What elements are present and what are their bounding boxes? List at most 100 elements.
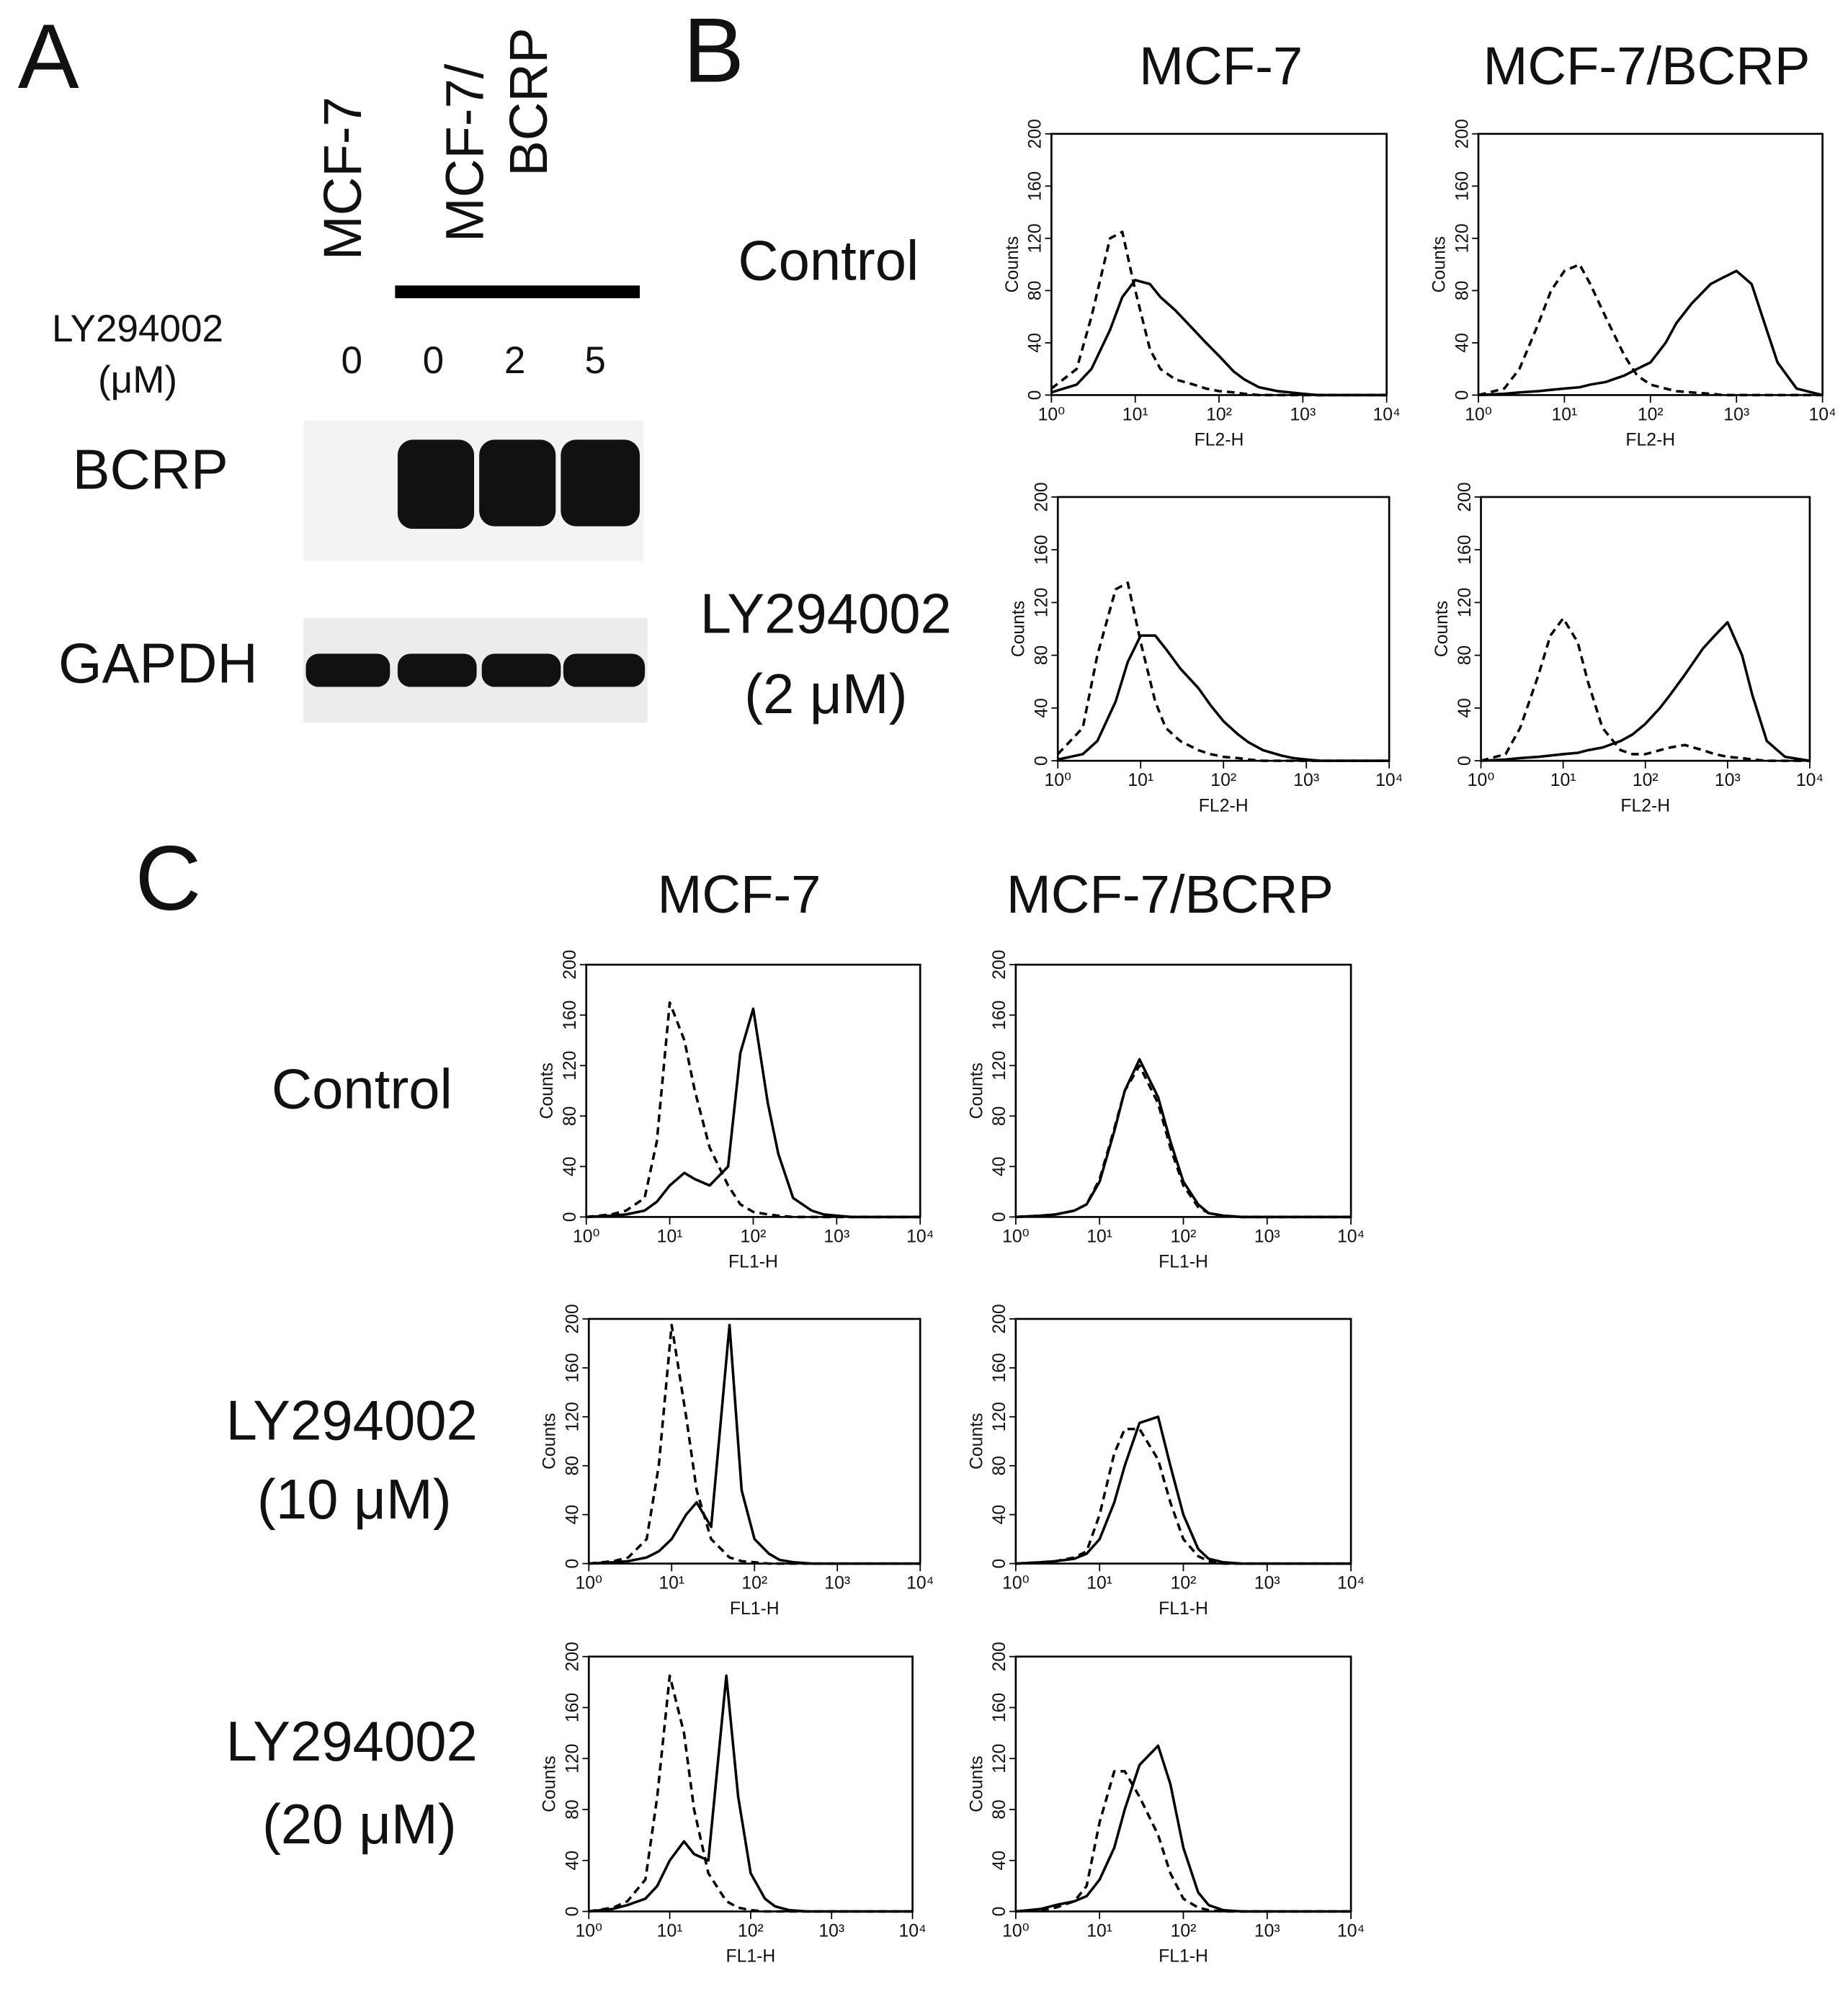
y-tick-label: 120 xyxy=(990,1402,1009,1431)
histogram-line xyxy=(589,1674,913,1913)
dose: 0 xyxy=(423,339,445,382)
y-tick-label: 80 xyxy=(561,1106,580,1127)
y-tick-label: 160 xyxy=(563,1693,583,1722)
y-tick-label: 120 xyxy=(563,1744,583,1773)
y-axis-label: Counts xyxy=(540,1755,560,1812)
dose: 0 xyxy=(341,339,362,382)
y-tick-label: 200 xyxy=(990,950,1009,980)
histogram-line xyxy=(1015,1057,1352,1219)
row-label: Control xyxy=(738,231,919,292)
y-tick-label: 160 xyxy=(561,1001,580,1030)
column-title: MCF-7/BCRP xyxy=(1006,864,1334,924)
y-tick-label: 0 xyxy=(563,1907,583,1917)
y-axis-label: Counts xyxy=(967,1755,986,1812)
x-tick-label: 10⁰ xyxy=(573,1227,600,1246)
y-tick-label: 40 xyxy=(563,1851,583,1871)
y-tick-label: 80 xyxy=(1032,645,1052,666)
blot-band xyxy=(563,653,646,687)
y-tick-label: 120 xyxy=(563,1402,583,1431)
x-tick-label: 10² xyxy=(1633,771,1659,790)
x-tick-label: 10² xyxy=(1638,405,1664,424)
x-axis-label: FL2-H xyxy=(1195,431,1244,450)
y-axis-label: Counts xyxy=(1432,601,1452,657)
y-tick-label: 200 xyxy=(1026,119,1045,148)
histogram-line xyxy=(1481,621,1811,762)
y-tick-label: 200 xyxy=(1455,482,1475,511)
y-tick-label: 120 xyxy=(1452,223,1472,253)
x-tick-label: 10⁰ xyxy=(1045,771,1072,790)
y-tick-label: 160 xyxy=(990,1353,1009,1382)
y-tick-label: 120 xyxy=(990,1744,1009,1773)
y-tick-label: 200 xyxy=(563,1304,583,1333)
x-tick-label: 10² xyxy=(1210,771,1236,790)
y-tick-label: 80 xyxy=(563,1456,583,1476)
histogram-line xyxy=(1015,1415,1352,1565)
x-axis-label: FL1-H xyxy=(1159,1947,1208,1967)
x-tick-label: 10⁴ xyxy=(1809,405,1836,424)
x-tick-label: 10¹ xyxy=(1552,405,1578,424)
histogram-line xyxy=(1478,269,1824,397)
blot-row-label: GAPDH xyxy=(58,633,258,695)
blot-row-label: BCRP xyxy=(73,439,228,501)
y-tick-label: 0 xyxy=(561,1212,580,1222)
blot-header: BCRP xyxy=(499,27,558,176)
x-tick-label: 10⁴ xyxy=(1337,1573,1365,1593)
row-label: LY294002 xyxy=(226,1390,478,1451)
blot-header: MCF-7/ xyxy=(435,63,495,242)
y-tick-label: 200 xyxy=(990,1304,1009,1333)
x-tick-label: 10² xyxy=(1206,405,1232,424)
x-axis-label: FL2-H xyxy=(1625,431,1675,450)
y-axis-label: Counts xyxy=(537,1063,557,1119)
blot-header: MCF-7 xyxy=(313,97,372,260)
y-tick-label: 200 xyxy=(561,950,580,980)
y-tick-label: 200 xyxy=(1452,119,1472,148)
plot-frame xyxy=(1014,1318,1352,1565)
x-axis-label: FL2-H xyxy=(1620,796,1670,815)
x-tick-label: 10⁰ xyxy=(576,1573,603,1593)
y-tick-label: 160 xyxy=(1455,535,1475,565)
y-axis-label: Counts xyxy=(540,1413,560,1470)
x-axis-label: FL1-H xyxy=(728,1253,778,1272)
histogram-line xyxy=(1057,634,1390,762)
x-tick-label: 10² xyxy=(741,1573,767,1593)
x-tick-label: 10³ xyxy=(1723,405,1749,424)
y-tick-label: 120 xyxy=(1032,588,1052,617)
group-bar xyxy=(395,285,640,299)
x-axis-label: FL2-H xyxy=(1199,796,1249,815)
x-axis-label: FL1-H xyxy=(726,1947,776,1967)
x-tick-label: 10³ xyxy=(1715,771,1741,790)
x-tick-label: 10⁴ xyxy=(1337,1921,1365,1941)
y-tick-label: 0 xyxy=(990,1907,1009,1917)
y-tick-label: 160 xyxy=(990,1001,1009,1030)
x-tick-label: 10¹ xyxy=(657,1227,683,1246)
row-label: (10 μM) xyxy=(257,1469,452,1531)
x-tick-label: 10³ xyxy=(824,1573,850,1593)
treatment-label: LY294002 xyxy=(52,308,223,350)
x-tick-label: 10² xyxy=(1171,1227,1197,1246)
y-axis-label: Counts xyxy=(1009,601,1029,657)
y-tick-label: 80 xyxy=(1455,645,1475,666)
x-tick-label: 10¹ xyxy=(1128,771,1153,790)
histogram-line xyxy=(586,1007,921,1219)
x-tick-label: 10¹ xyxy=(1086,1573,1112,1593)
histogram-line xyxy=(1481,617,1810,762)
x-tick-label: 10³ xyxy=(1254,1573,1280,1593)
blot-band xyxy=(561,439,640,527)
x-tick-label: 10³ xyxy=(1293,771,1319,790)
y-tick-label: 40 xyxy=(1032,698,1052,718)
x-tick-label: 10⁰ xyxy=(1465,405,1492,424)
y-tick-label: 120 xyxy=(1026,223,1045,253)
y-axis-label: Counts xyxy=(967,1413,986,1470)
x-tick-label: 10⁴ xyxy=(1375,771,1403,790)
y-tick-label: 160 xyxy=(1032,535,1052,565)
x-tick-label: 10³ xyxy=(1290,405,1316,424)
row-label: LY294002 xyxy=(700,583,952,645)
y-tick-label: 200 xyxy=(990,1642,1009,1671)
y-tick-label: 40 xyxy=(990,1851,1009,1871)
x-tick-label: 10⁴ xyxy=(898,1921,926,1941)
column-title: MCF-7/BCRP xyxy=(1483,36,1811,96)
y-tick-label: 160 xyxy=(1026,171,1045,201)
x-tick-label: 10⁰ xyxy=(1038,405,1066,424)
